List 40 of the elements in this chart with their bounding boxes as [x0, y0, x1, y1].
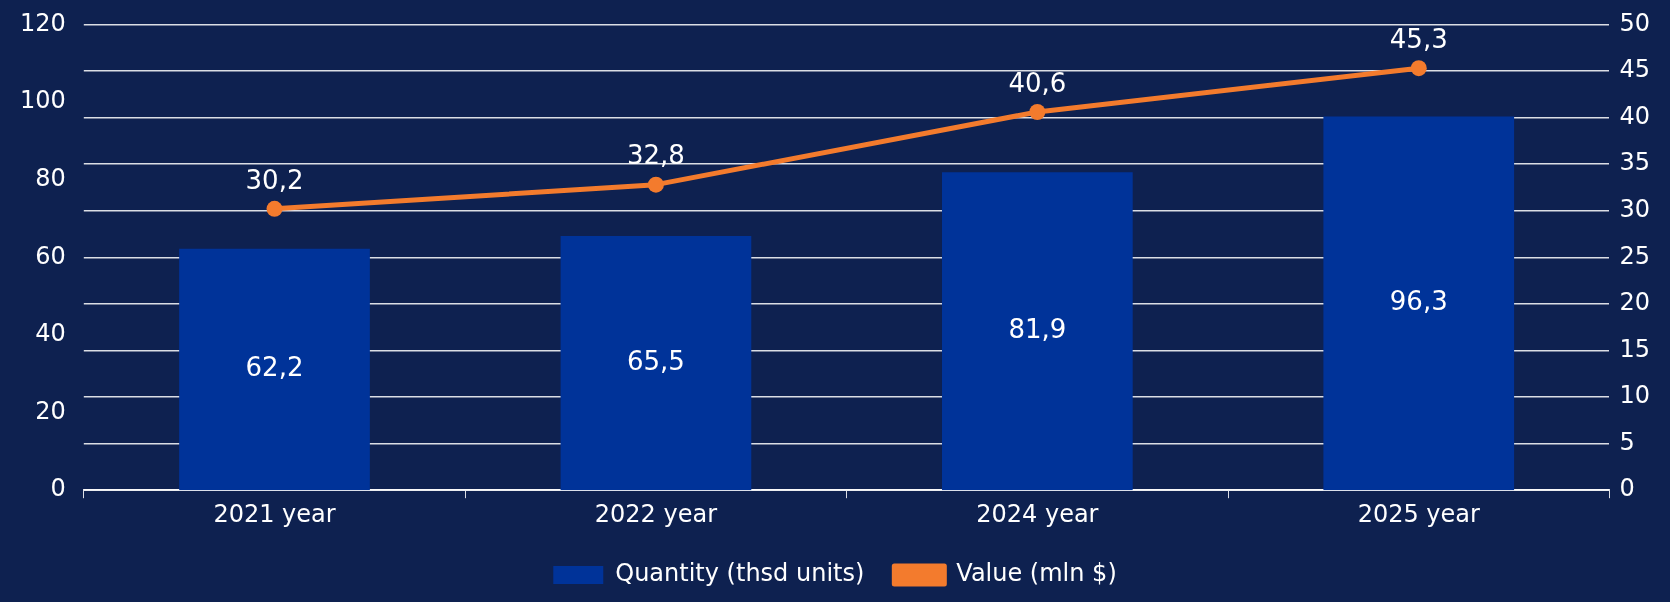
bar: [1323, 116, 1515, 491]
y2-tick-label: 40: [1619, 101, 1651, 130]
data-label: 32,8: [626, 140, 685, 171]
y2-tick-label: 30: [1619, 194, 1651, 223]
y-tick-label: 20: [35, 396, 66, 425]
data-label: 45,3: [1389, 23, 1448, 54]
y-tick-label: 40: [35, 319, 66, 348]
y-tick-label: 0: [50, 474, 66, 503]
y2-tick-label: 20: [1619, 288, 1651, 317]
y2-tick-label: 5: [1619, 427, 1635, 456]
bar: [179, 248, 370, 491]
y2-tick-label: 25: [1619, 241, 1651, 270]
y-tick-label: 100: [20, 86, 66, 115]
y-tick-label: 80: [35, 163, 66, 192]
x-tick-label: 2021 year: [213, 499, 336, 528]
x-tick-label: 2022 year: [594, 499, 718, 528]
legend-label: Value (mln $): [956, 559, 1117, 588]
y2-tick-label: 0: [1619, 474, 1635, 503]
bar: [941, 172, 1133, 491]
data-label: 62,2: [245, 352, 304, 383]
y2-tick-label: 50: [1619, 8, 1651, 37]
data-label: 65,5: [626, 345, 685, 376]
point: [1410, 60, 1427, 77]
y2-tick-label: 45: [1619, 55, 1651, 84]
data-label: 81,9: [1008, 314, 1067, 344]
point: [1029, 103, 1046, 120]
y-tick-label: 120: [20, 8, 66, 37]
y2-tick-label: 10: [1619, 381, 1651, 410]
legend-label: Quantity (thsd units): [615, 559, 865, 588]
point: [647, 176, 664, 193]
data-label: 96,3: [1389, 286, 1448, 317]
point: [266, 200, 283, 217]
data-label: 40,6: [1008, 67, 1067, 98]
data-label: 30,2: [245, 164, 304, 195]
x-tick-label: 2025 year: [1357, 499, 1481, 528]
bar: [560, 235, 752, 491]
y-tick-label: 60: [35, 241, 66, 270]
x-tick-label: 2024 year: [976, 499, 1099, 528]
y2-tick-label: 15: [1619, 334, 1651, 363]
y2-tick-label: 35: [1619, 148, 1651, 177]
